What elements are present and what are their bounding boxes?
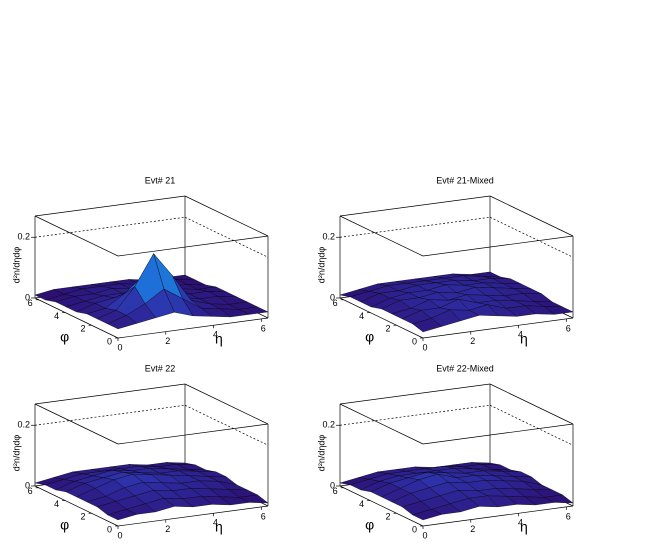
x-axis-title: η [215, 330, 223, 346]
y-axis-title: φ [60, 329, 69, 345]
box-edge [184, 383, 269, 425]
y-axis [339, 297, 424, 339]
grid-line [34, 216, 186, 238]
x-tick-label: 4 [518, 330, 523, 340]
box-edge [339, 195, 491, 217]
x-tick-label: 4 [213, 330, 218, 340]
z-tick-label: 0 [25, 292, 30, 302]
y-tick-label: 2 [386, 512, 391, 522]
z-tick-label: 0.2 [322, 232, 335, 242]
x-tick-label: 6 [261, 511, 266, 521]
box-edge [422, 235, 574, 257]
box-edge [184, 195, 269, 237]
z-tick-label: 0.2 [322, 420, 335, 430]
box-edge [339, 383, 491, 405]
y-tick-label: 0 [412, 524, 417, 534]
x-tick-label: 2 [165, 336, 170, 346]
x-tick-label: 0 [117, 530, 122, 540]
z-axis-title: d²n/dηdφ [11, 435, 21, 472]
x-tick-label: 4 [518, 518, 523, 528]
y-tick-label: 4 [54, 499, 59, 509]
grid-line [184, 404, 269, 446]
y-tick-label: 2 [81, 512, 86, 522]
box-edge [117, 235, 269, 257]
x-tick-label: 2 [470, 524, 475, 534]
z-axis-title: d²n/dηdφ [11, 247, 21, 284]
y-tick-label: 6 [333, 486, 338, 496]
plot-title: Evt# 21-Mixed [436, 175, 494, 185]
box-edge [339, 215, 424, 257]
y-tick-label: 2 [81, 324, 86, 334]
x-tick-label: 6 [566, 323, 571, 333]
x-tick-label: 0 [117, 342, 122, 352]
grid-line [34, 404, 186, 426]
z-tick-label: 0 [330, 480, 335, 490]
x-axis [117, 505, 269, 527]
z-tick-label: 0.2 [17, 232, 30, 242]
y-axis-title: φ [365, 517, 374, 533]
box-edge [34, 195, 186, 217]
z-tick-label: 0.2 [17, 420, 30, 430]
box-edge [34, 215, 119, 257]
y-tick-label: 4 [359, 499, 364, 509]
grid-line [339, 216, 491, 238]
x-axis [422, 317, 574, 339]
surface-cell [412, 509, 443, 521]
box-edge [34, 403, 119, 445]
surface-cell [107, 509, 138, 521]
plot-title: Evt# 21 [145, 175, 176, 185]
x-axis-title: η [520, 518, 528, 534]
surface-cell [412, 318, 443, 333]
y-tick-label: 6 [28, 486, 33, 496]
z-axis-title: d²n/dηdφ [316, 247, 326, 284]
x-tick-label: 2 [165, 524, 170, 534]
x-axis-title: η [215, 518, 223, 534]
x-axis-title: η [520, 330, 528, 346]
grid-line [184, 216, 269, 258]
y-tick-label: 0 [412, 336, 417, 346]
x-axis [422, 505, 574, 527]
plot-title: Evt# 22-Mixed [436, 363, 494, 373]
grid-line [489, 404, 574, 446]
box-edge [489, 383, 574, 425]
y-axis [339, 485, 424, 527]
x-tick-label: 4 [213, 518, 218, 528]
y-axis-title: φ [365, 329, 374, 345]
y-axis [34, 485, 119, 527]
y-tick-label: 0 [107, 524, 112, 534]
z-tick-label: 0 [25, 480, 30, 490]
y-tick-label: 4 [54, 311, 59, 321]
x-tick-label: 0 [422, 530, 427, 540]
y-tick-label: 2 [386, 324, 391, 334]
z-axis-title: d²n/dηdφ [316, 435, 326, 472]
box-edge [34, 383, 186, 405]
plot-title: Evt# 22 [145, 363, 176, 373]
grid-line [489, 216, 574, 258]
y-tick-label: 6 [28, 298, 33, 308]
grid-line [339, 404, 491, 426]
box-edge [489, 195, 574, 237]
y-tick-label: 4 [359, 311, 364, 321]
y-tick-label: 6 [333, 298, 338, 308]
y-axis [34, 297, 119, 339]
box-edge [339, 403, 424, 445]
y-tick-label: 0 [107, 336, 112, 346]
x-tick-label: 6 [261, 323, 266, 333]
surface-cell [107, 315, 138, 330]
box-edge [422, 423, 574, 445]
x-tick-label: 6 [566, 511, 571, 521]
y-axis-title: φ [60, 517, 69, 533]
x-axis [117, 317, 269, 339]
x-tick-label: 2 [470, 336, 475, 346]
box-edge [117, 423, 269, 445]
z-tick-label: 0 [330, 292, 335, 302]
x-tick-label: 0 [422, 342, 427, 352]
